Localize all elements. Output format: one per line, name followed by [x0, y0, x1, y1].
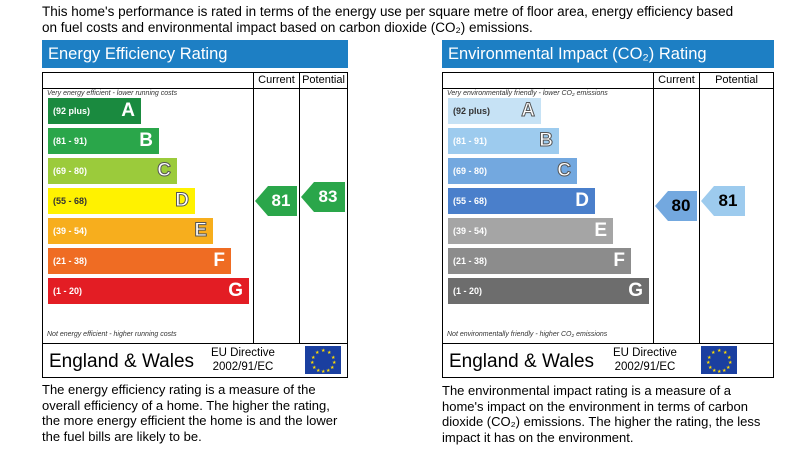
band-range: (69 - 80)	[453, 166, 488, 176]
environment-top-note: Very environmentally friendly - lower CO…	[447, 90, 608, 97]
energy-eu-directive: EU Directive 2002/91/EC	[211, 347, 275, 373]
energy-region: England & Wales	[49, 351, 195, 372]
band-a: (92 plus) A	[448, 98, 541, 124]
environment-eu-directive: EU Directive 2002/91/EC	[613, 347, 677, 373]
environment-potential-header: Potential	[699, 73, 773, 89]
band-range: (55 - 68)	[453, 196, 488, 206]
env-header-spacer	[443, 73, 653, 89]
energy-bottom-note: Not energy efficient - higher running co…	[47, 331, 177, 338]
environment-bottom-note: Not environmentally friendly - higher CO…	[447, 331, 608, 338]
band-range: (21 - 38)	[53, 256, 88, 266]
energy-description: The energy efficiency rating is a measur…	[42, 382, 338, 444]
band-a: (92 plus) A	[48, 98, 141, 124]
environment-chart: Current Potential Very environmentally f…	[442, 72, 774, 378]
energy-current-rating: 81	[255, 186, 297, 216]
divider	[699, 73, 700, 343]
divider	[443, 343, 773, 344]
band-letter: F	[213, 250, 225, 271]
band-letter: A	[521, 100, 536, 122]
environment-current-header: Current	[653, 73, 699, 89]
band-range: (39 - 54)	[453, 226, 488, 236]
energy-chart: Current Potential Very energy efficient …	[42, 72, 348, 378]
environment-region: England & Wales	[449, 351, 595, 372]
band-d: (55 - 68) D	[448, 188, 595, 214]
divider	[43, 343, 347, 344]
band-letter: E	[594, 220, 607, 241]
band-b: (81 - 91) B	[48, 128, 159, 154]
band-f: (21 - 38) F	[48, 248, 231, 274]
divider	[653, 73, 654, 343]
divider	[253, 73, 254, 343]
band-letter: G	[628, 280, 643, 301]
band-c: (69 - 80) C	[48, 158, 177, 184]
eu-flag-icon: ★ ★ ★ ★ ★ ★ ★ ★ ★ ★ ★ ★	[305, 346, 341, 375]
energy-current-header: Current	[253, 73, 299, 89]
energy-potential-rating: 83	[301, 182, 345, 212]
band-g: (1 - 20) G	[448, 278, 649, 304]
energy-header-spacer	[43, 73, 253, 89]
band-e: (39 - 54) E	[448, 218, 613, 244]
environment-description: The environmental impact rating is a mea…	[442, 383, 761, 445]
band-letter: B	[139, 130, 153, 151]
divider	[299, 73, 300, 343]
band-range: (21 - 38)	[453, 256, 488, 266]
environment-title: Environmental Impact (CO₂) Rating	[442, 40, 774, 68]
environment-current-rating: 80	[655, 191, 697, 221]
band-f: (21 - 38) F	[448, 248, 631, 274]
band-range: (81 - 91)	[53, 136, 88, 146]
energy-efficiency-panel: Energy Efficiency Rating Current Potenti…	[42, 40, 348, 444]
band-range: (92 plus)	[453, 106, 491, 116]
band-letter: D	[175, 190, 190, 212]
band-b: (81 - 91) B	[448, 128, 559, 154]
energy-top-note: Very energy efficient - lower running co…	[47, 90, 178, 97]
band-letter: F	[613, 250, 625, 271]
band-letter: D	[575, 190, 589, 211]
band-letter: E	[194, 220, 208, 242]
intro-text: This home's performance is rated in term…	[42, 4, 734, 35]
eu-flag-icon: ★ ★ ★ ★ ★ ★ ★ ★ ★ ★ ★ ★	[701, 346, 737, 375]
band-d: (55 - 68) D	[48, 188, 195, 214]
energy-title: Energy Efficiency Rating	[42, 40, 348, 68]
band-letter: B	[539, 130, 554, 152]
band-range: (39 - 54)	[53, 226, 88, 236]
band-g: (1 - 20) G	[48, 278, 249, 304]
band-letter: A	[121, 100, 135, 121]
band-c: (69 - 80) C	[448, 158, 577, 184]
band-range: (1 - 20)	[53, 286, 83, 296]
band-range: (81 - 91)	[453, 136, 488, 146]
band-letter: G	[228, 280, 243, 301]
band-letter: C	[157, 160, 172, 182]
environment-potential-rating: 81	[701, 186, 745, 216]
band-range: (69 - 80)	[53, 166, 88, 176]
band-e: (39 - 54) E	[48, 218, 213, 244]
environmental-impact-panel: Environmental Impact (CO₂) Rating Curren…	[442, 40, 774, 445]
energy-potential-header: Potential	[299, 73, 347, 89]
band-letter: C	[557, 160, 572, 182]
band-range: (1 - 20)	[453, 286, 483, 296]
band-range: (92 plus)	[53, 106, 91, 116]
band-range: (55 - 68)	[53, 196, 88, 206]
